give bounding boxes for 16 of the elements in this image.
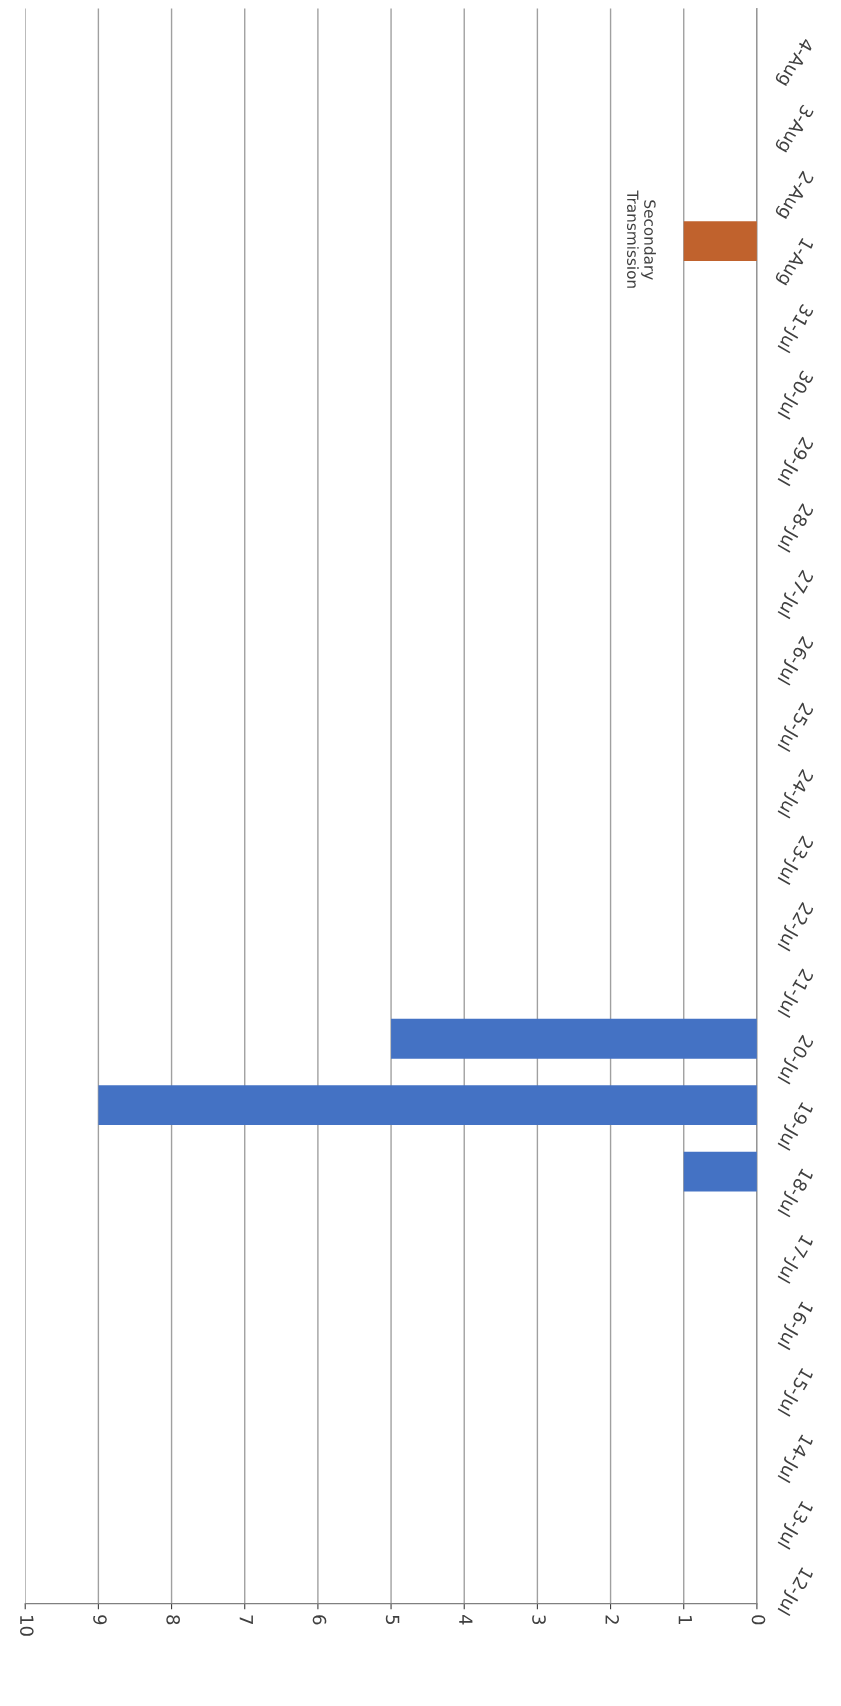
x-tick-label: 3 <box>532 1615 546 1625</box>
x-tick-label: 8 <box>166 1615 180 1625</box>
bar <box>683 1151 757 1192</box>
bar <box>98 1085 757 1126</box>
x-tick-label: 5 <box>385 1615 400 1624</box>
bar <box>391 1018 757 1059</box>
x-tick-label: 2 <box>605 1615 619 1624</box>
annotation: Secondary Transmission <box>627 190 656 288</box>
x-tick-label: 6 <box>312 1615 327 1625</box>
x-tick-label: 4 <box>459 1614 473 1625</box>
x-tick-label: 7 <box>239 1615 253 1624</box>
x-tick-label: 10 <box>19 1616 34 1636</box>
x-tick-label: 9 <box>93 1615 107 1625</box>
bar <box>683 221 757 262</box>
x-tick-label: 0 <box>751 1615 766 1625</box>
x-tick-label: 1 <box>678 1616 692 1624</box>
